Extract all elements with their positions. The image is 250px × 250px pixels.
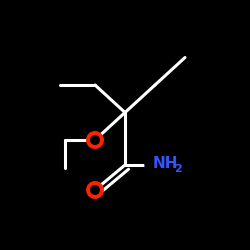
- Circle shape: [88, 183, 102, 197]
- Text: NH: NH: [152, 156, 178, 171]
- Circle shape: [145, 155, 165, 175]
- Text: 2: 2: [174, 164, 182, 174]
- Circle shape: [88, 133, 102, 147]
